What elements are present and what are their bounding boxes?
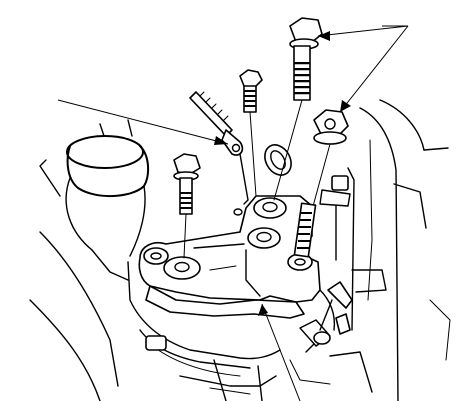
terminal-callout-line bbox=[57, 99, 229, 145]
gasket-ring bbox=[264, 144, 292, 176]
upper-bolts bbox=[273, 17, 349, 211]
flange-nut bbox=[311, 109, 349, 211]
arrow-to-terminal bbox=[214, 136, 228, 145]
callout-lines bbox=[57, 25, 409, 401]
mount-bracket bbox=[138, 195, 321, 319]
arrow-to-nut bbox=[340, 100, 351, 112]
engine-block-outline bbox=[29, 99, 451, 401]
long-bolt bbox=[273, 17, 323, 201]
bracket-callout-line bbox=[261, 303, 301, 401]
arrow-to-bracket bbox=[258, 304, 268, 316]
stud-bolt bbox=[293, 202, 317, 258]
ground-terminal bbox=[189, 91, 249, 205]
center-upper-bolt bbox=[239, 69, 263, 197]
arrow-to-long-bolt bbox=[318, 31, 330, 41]
left-bolt bbox=[173, 153, 201, 259]
side-connector bbox=[305, 281, 353, 353]
